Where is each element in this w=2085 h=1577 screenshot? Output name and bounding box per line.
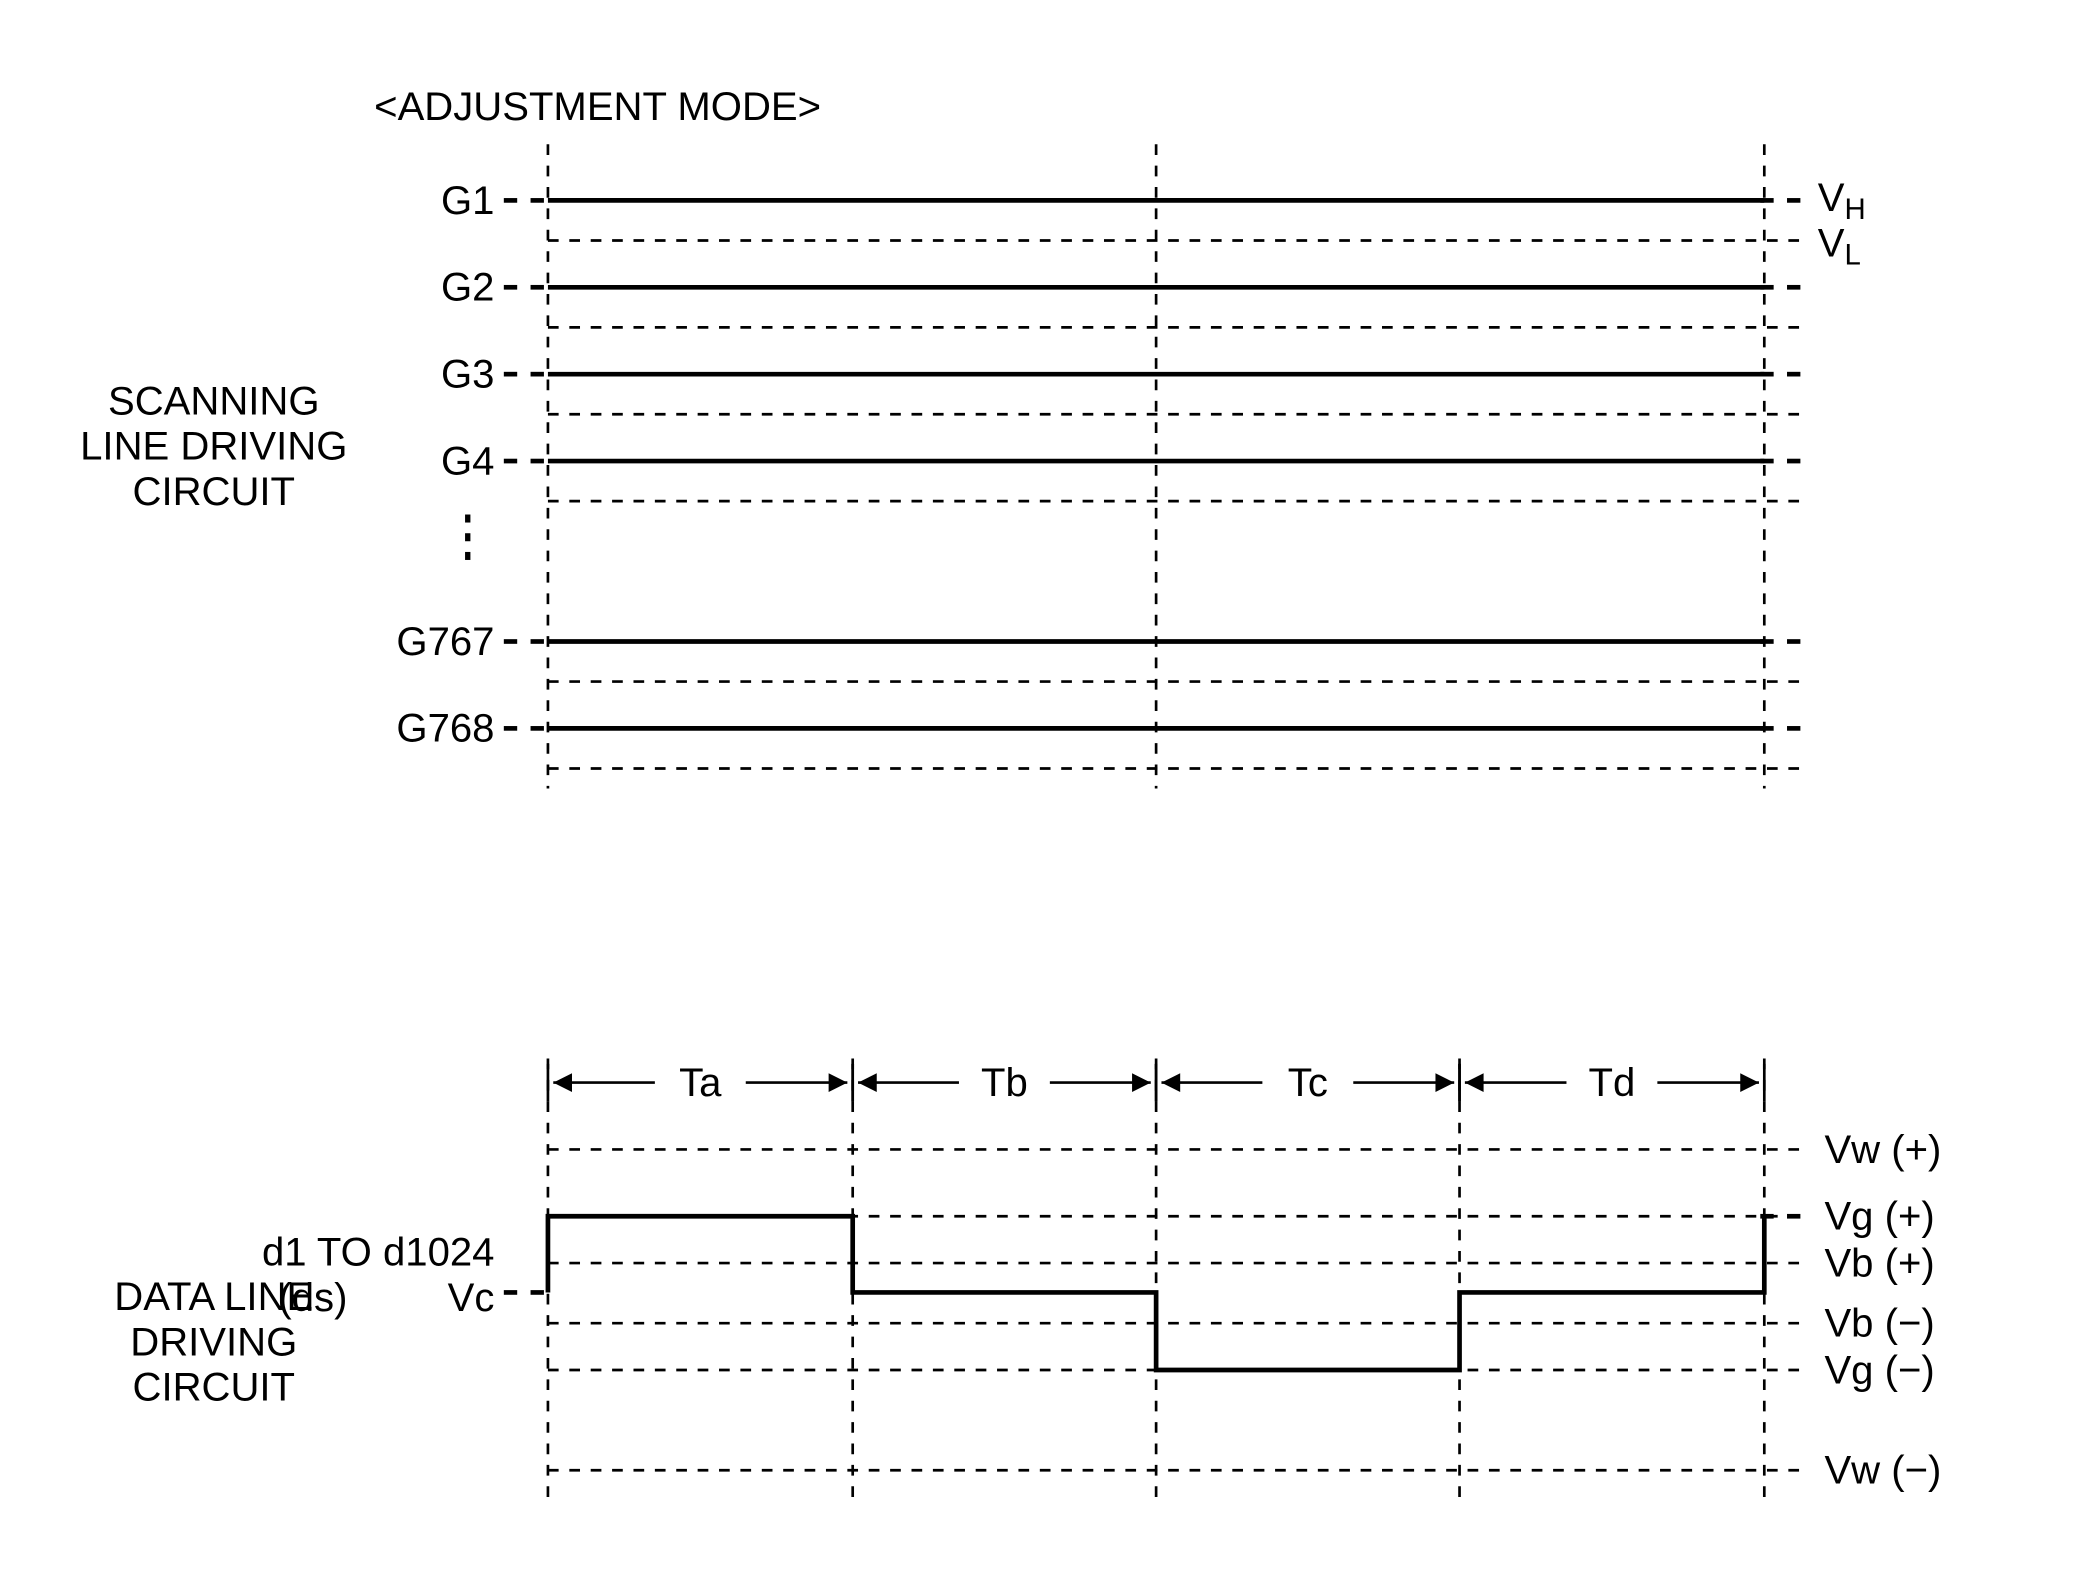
svg-text:Td: Td bbox=[1589, 1061, 1636, 1105]
svg-text:Vc: Vc bbox=[448, 1276, 495, 1320]
svg-text:(ds): (ds) bbox=[278, 1276, 347, 1320]
svg-text:VL: VL bbox=[1818, 222, 1861, 272]
svg-text:d1 TO d1024: d1 TO d1024 bbox=[262, 1231, 495, 1275]
svg-text:SCANNING: SCANNING bbox=[108, 379, 320, 423]
svg-text:G1: G1 bbox=[441, 179, 494, 223]
svg-text:G2: G2 bbox=[441, 266, 494, 310]
svg-text:<ADJUSTMENT MODE>: <ADJUSTMENT MODE> bbox=[374, 85, 821, 129]
svg-text:VH: VH bbox=[1818, 176, 1866, 226]
svg-text:DRIVING: DRIVING bbox=[130, 1320, 297, 1364]
svg-text:Vg (+): Vg (+) bbox=[1824, 1195, 1934, 1239]
svg-text:G3: G3 bbox=[441, 353, 494, 397]
svg-text:G767: G767 bbox=[396, 620, 494, 664]
svg-text:Vw (−): Vw (−) bbox=[1824, 1449, 1941, 1493]
svg-text:Vb (+): Vb (+) bbox=[1824, 1241, 1934, 1285]
svg-text:Tc: Tc bbox=[1288, 1061, 1328, 1105]
svg-text:Vb (−): Vb (−) bbox=[1824, 1302, 1934, 1346]
svg-text:Tb: Tb bbox=[981, 1061, 1028, 1105]
svg-text:LINE DRIVING: LINE DRIVING bbox=[80, 425, 347, 469]
svg-text:CIRCUIT: CIRCUIT bbox=[133, 470, 296, 514]
svg-text:G4: G4 bbox=[441, 439, 494, 483]
svg-text:Ta: Ta bbox=[679, 1061, 722, 1105]
svg-text:Vw (+): Vw (+) bbox=[1824, 1128, 1941, 1172]
svg-text:CIRCUIT: CIRCUIT bbox=[133, 1366, 296, 1410]
svg-text:Vg (−): Vg (−) bbox=[1824, 1348, 1934, 1392]
svg-text:G768: G768 bbox=[396, 707, 494, 751]
